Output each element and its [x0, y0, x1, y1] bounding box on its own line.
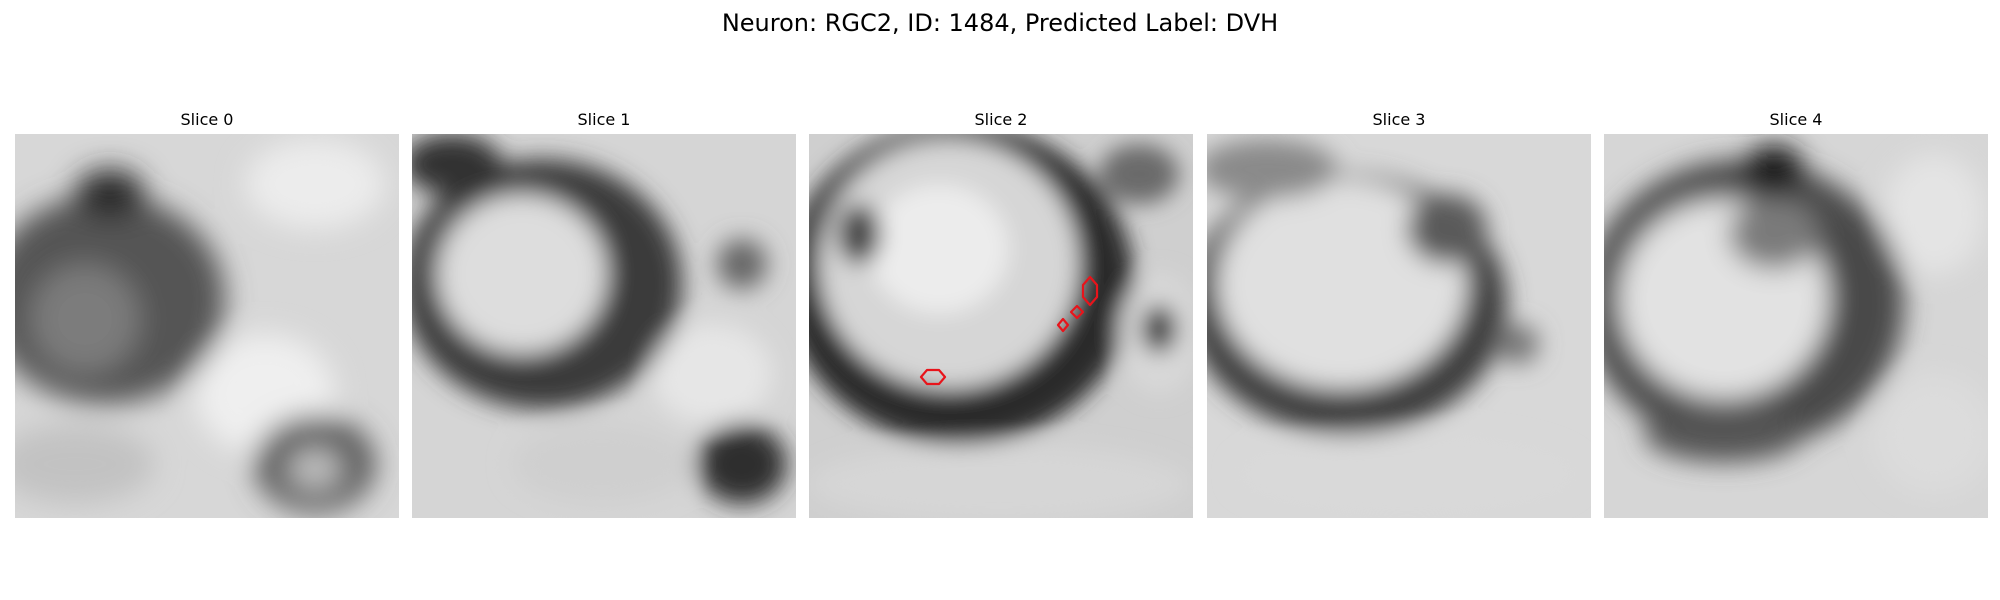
slice-title-4: Slice 4: [1769, 110, 1823, 129]
contour-mark-3: [1069, 304, 1085, 320]
contour-mark-4: [1081, 275, 1099, 307]
slice-panel-3: Slice 3: [1207, 110, 1591, 518]
contour-mark-2: [1056, 317, 1070, 333]
slice-image-3: [1207, 134, 1591, 518]
slice-image-0-svg: [15, 134, 399, 518]
slice-title-2: Slice 2: [974, 110, 1028, 129]
slice-image-1: [412, 134, 796, 518]
slice-panel-2: Slice 2: [809, 110, 1193, 518]
slice-image-2-svg: [809, 134, 1193, 518]
slice-panel-4: Slice 4: [1604, 110, 1988, 518]
slice-panel-1: Slice 1: [412, 110, 796, 518]
slice-image-1-svg: [412, 134, 796, 518]
slice-image-0: [15, 134, 399, 518]
slice-image-4-svg: [1604, 134, 1988, 518]
figure-title: Neuron: RGC2, ID: 1484, Predicted Label:…: [721, 9, 1279, 37]
slice-image-4: [1604, 134, 1988, 518]
slice-title-3: Slice 3: [1372, 110, 1426, 129]
slice-image-3-svg: [1207, 134, 1591, 518]
slice-title-0: Slice 0: [180, 110, 234, 129]
contour-mark-1: [919, 368, 947, 386]
slice-title-1: Slice 1: [577, 110, 631, 129]
slice-panel-0: Slice 0: [15, 110, 399, 518]
slice-image-2: [809, 134, 1193, 518]
